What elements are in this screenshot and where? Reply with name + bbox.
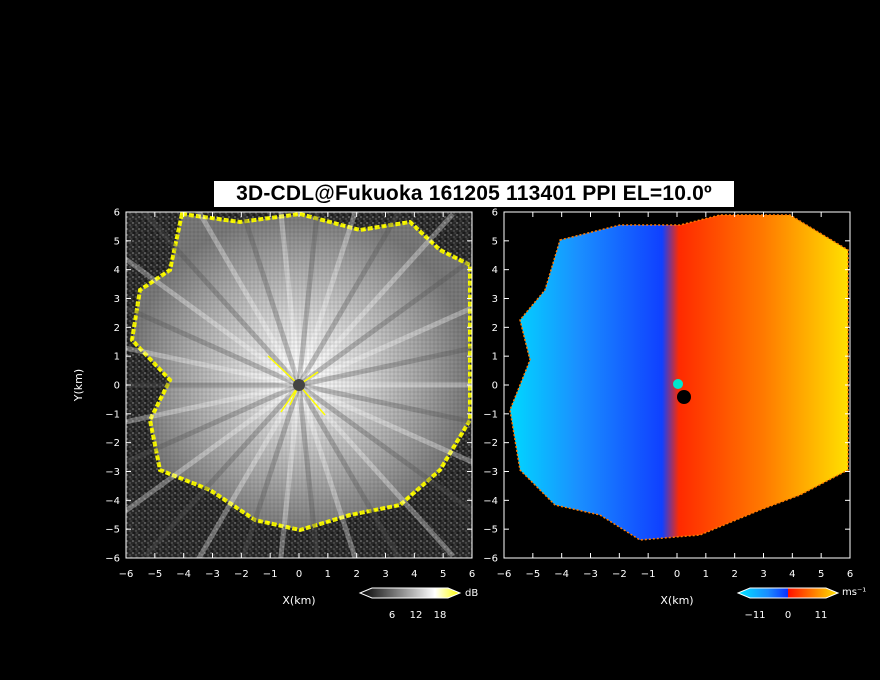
y-tick-label: −3 (105, 467, 120, 478)
x-tick-label: −6 (497, 569, 512, 580)
colorbar-tick-label: 0 (785, 610, 791, 621)
range-grid (126, 212, 472, 558)
y-tick-label: 2 (114, 323, 120, 334)
y-tick-label: 3 (492, 294, 498, 305)
y-tick-label: −2 (105, 438, 120, 449)
y-tick-label: −1 (483, 409, 498, 420)
y-tick-label: −4 (483, 496, 498, 507)
colorbar-ticks: −11 0 11 (744, 610, 827, 621)
x-tick-label: 3 (760, 569, 766, 580)
x-tick-label: −2 (612, 569, 627, 580)
x-tick-label: 1 (703, 569, 709, 580)
x-tick-label: 3 (382, 569, 388, 580)
x-tick-label: −4 (176, 569, 191, 580)
y-tick-label: 2 (492, 323, 498, 334)
x-tick-label: −5 (525, 569, 540, 580)
colorbar-tick-label: 11 (815, 610, 828, 621)
x-tick-label: −2 (234, 569, 249, 580)
x-tick-label: 4 (789, 569, 795, 580)
y-tick-label: −1 (105, 409, 120, 420)
y-tick-label: −5 (483, 525, 498, 536)
x-tick-label: 5 (440, 569, 446, 580)
velocity-panel (503, 211, 851, 559)
colorbar-ticks: 6 12 18 (389, 610, 447, 621)
y-tick-label: −5 (105, 525, 120, 536)
velocity-colorbar: ms⁻¹ −11 0 11 (736, 587, 866, 621)
x-tick-label: −5 (147, 569, 162, 580)
colorbar-tick-label: 6 (389, 610, 395, 621)
colorbar-bar (736, 587, 840, 599)
left-axes: −6 −5 −4 −3 −2 −1 0 1 2 3 4 5 6 −6 −5 −4 −3 −2 −1 0 1 2 3 4 5 6 (105, 208, 475, 581)
y-tick-label: 0 (492, 381, 498, 392)
x-tick-label: −3 (205, 569, 220, 580)
y-tick-label: 5 (492, 236, 498, 247)
x-tick-label: 4 (411, 569, 417, 580)
echo-region (129, 212, 472, 533)
colorbar-bar (358, 587, 462, 599)
x-tick-label: 6 (847, 569, 853, 580)
y-tick-label: 3 (114, 294, 120, 305)
y-tick-label: 5 (114, 236, 120, 247)
y-tick-label: −6 (483, 554, 498, 565)
x-tick-label: 2 (353, 569, 359, 580)
x-tick-label: 0 (674, 569, 680, 580)
blanked-region (677, 390, 691, 404)
y-tick-label: 4 (114, 265, 120, 276)
velocity-echo (509, 214, 849, 541)
x-tick-label: −1 (263, 569, 278, 580)
y-tick-label: −6 (105, 554, 120, 565)
y-tick-label: 6 (114, 208, 120, 219)
y-tick-label: 1 (114, 352, 120, 363)
x-tick-label: 6 (469, 569, 475, 580)
y-tick-label: 0 (114, 381, 120, 392)
left-x-axis-label: X(km) (282, 594, 315, 607)
y-tick-label: 6 (492, 208, 498, 219)
x-tick-label: −1 (641, 569, 656, 580)
colorbar-unit: ms⁻¹ (842, 587, 866, 598)
x-tick-label: 1 (325, 569, 331, 580)
colorbar-unit: dB (465, 588, 478, 599)
radar-site (293, 379, 305, 391)
radar-site-velocity (673, 379, 683, 389)
colorbar-tick-label: 12 (410, 610, 423, 621)
y-tick-label: −3 (483, 467, 498, 478)
y-tick-label: 4 (492, 265, 498, 276)
right-x-axis-label: X(km) (660, 594, 693, 607)
colorbar-tick-label: −11 (744, 610, 765, 621)
y-tick-label: −4 (105, 496, 120, 507)
y-tick-label: −2 (483, 438, 498, 449)
x-tick-label: −4 (554, 569, 569, 580)
x-tick-label: −6 (119, 569, 134, 580)
y-axis-label: Y(km) (72, 369, 85, 402)
x-tick-label: 2 (731, 569, 737, 580)
x-tick-label: 0 (296, 569, 302, 580)
colorbar-tick-label: 18 (434, 610, 447, 621)
chart-title: 3D-CDL@Fukuoka 161205 113401 PPI EL=10.0… (214, 181, 734, 207)
reflectivity-panel (125, 211, 473, 559)
right-axes: −6 −5 −4 −3 −2 −1 0 1 2 3 4 5 6 −6 −5 −4 −3 −2 −1 0 1 2 3 4 5 6 (483, 208, 853, 581)
x-tick-label: 5 (818, 569, 824, 580)
y-tick-label: 1 (492, 352, 498, 363)
reflectivity-colorbar: dB 6 12 18 (358, 587, 478, 621)
x-tick-label: −3 (583, 569, 598, 580)
